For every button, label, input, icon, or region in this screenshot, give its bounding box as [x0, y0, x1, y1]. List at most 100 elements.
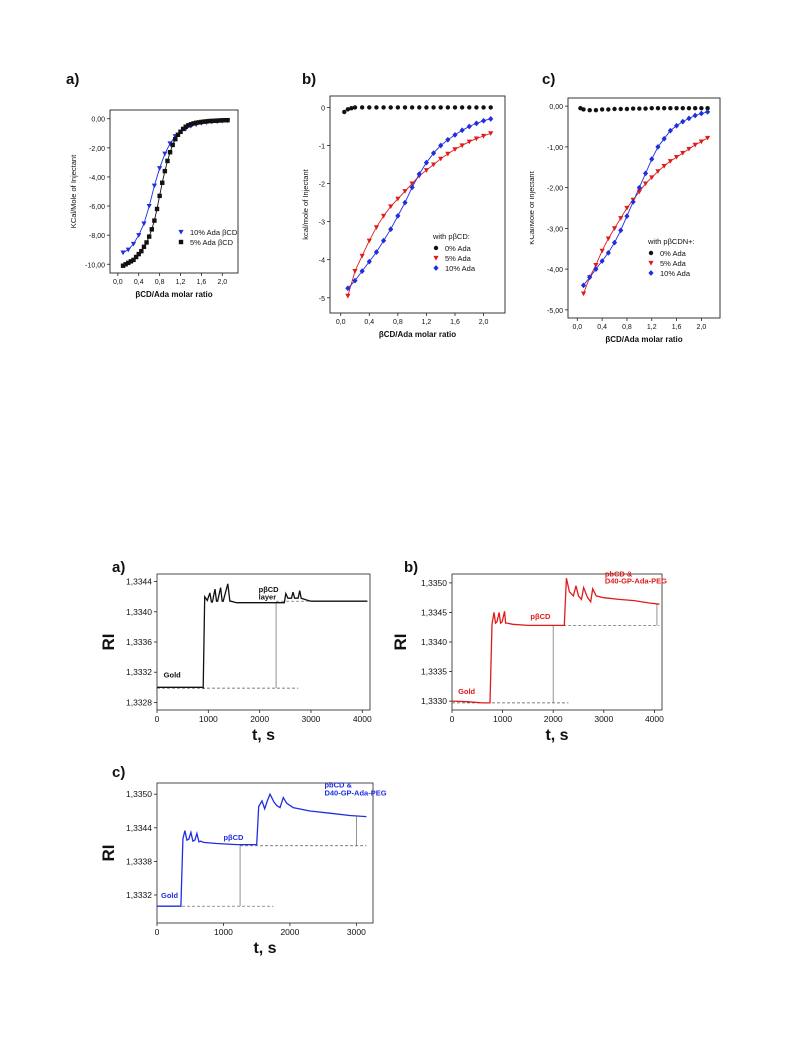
data-point — [459, 127, 465, 134]
x-axis-label: t, s — [253, 940, 276, 957]
y-tick-label: 1,3332 — [126, 667, 152, 677]
plot-frame — [156, 782, 374, 924]
data-point — [692, 105, 698, 111]
y-axis-label: RI — [100, 634, 118, 651]
data-point — [467, 105, 472, 110]
panel-label: b) — [302, 71, 316, 88]
data-point — [225, 117, 230, 123]
y-axis-label: RI — [100, 845, 118, 862]
data-point — [605, 236, 611, 242]
data-point — [593, 108, 599, 113]
x-tick-label: 4000 — [353, 714, 372, 724]
sensorgram-line — [157, 583, 368, 690]
x-tick-label: 0 — [450, 714, 455, 724]
data-point — [173, 136, 178, 142]
data-point — [120, 250, 126, 256]
data-point — [139, 248, 144, 254]
data-point — [624, 205, 630, 211]
data-point — [162, 151, 168, 157]
data-point — [388, 105, 393, 110]
data-point — [345, 107, 351, 112]
data-point — [618, 216, 624, 221]
y-axis-label: kcal/mole of Injectant — [301, 168, 310, 239]
data-point — [380, 213, 387, 219]
data-point — [431, 105, 436, 110]
data-point — [430, 162, 437, 168]
y-tick-label: -2 — [319, 182, 325, 189]
x-tick-label: 1,2 — [176, 279, 186, 286]
chart-spr-b: b) 0 1000 2000 3000 4000 1,3330 1,3335 1,3340 1,3… — [392, 560, 667, 744]
data-point — [474, 105, 479, 110]
panel-label: c) — [542, 71, 555, 88]
annotation: pbCD & — [605, 569, 633, 578]
x-tick-label: 2000 — [250, 714, 269, 724]
x-tick-label: 0,8 — [155, 279, 165, 286]
legend-marker — [433, 245, 439, 251]
data-point — [359, 253, 365, 259]
data-point — [141, 244, 147, 250]
data-point — [380, 237, 387, 244]
data-point — [466, 123, 472, 130]
data-point — [611, 239, 618, 246]
data-point — [649, 105, 654, 111]
x-tick-label: 2,0 — [697, 324, 707, 331]
data-point — [167, 149, 173, 155]
y-tick-label: -2,00 — [89, 146, 105, 153]
data-point — [643, 106, 648, 111]
data-point — [345, 293, 351, 299]
data-point — [416, 171, 422, 177]
legend-label: 5% Ada — [445, 254, 472, 263]
legend-label: 10% Ada — [445, 264, 476, 273]
data-point — [481, 105, 486, 110]
x-axis-label: βCD/Ada molar ratio — [135, 290, 212, 299]
data-point — [680, 150, 686, 156]
y-tick-label: -4,00 — [89, 175, 105, 182]
x-axis-label: βCD/Ada molar ratio — [605, 335, 682, 344]
data-point — [642, 181, 649, 187]
y-tick-label: 0,00 — [91, 117, 105, 124]
x-tick-label: 3000 — [594, 714, 613, 724]
data-point — [612, 106, 617, 112]
data-point — [157, 193, 162, 199]
y-tick-label: -5,00 — [547, 308, 563, 315]
annotation: Gold — [458, 687, 475, 696]
data-point — [593, 262, 599, 268]
y-axis-label: RI — [392, 634, 410, 651]
chart-itc-a: a) 0,0 0,4 0,8 1,2 1,6 2,0 0,00 -2,00 -4,00 -6,00 -… — [66, 71, 239, 299]
data-point — [611, 226, 618, 231]
legend-marker — [648, 270, 654, 276]
data-point — [409, 105, 415, 110]
y-tick-label: -3 — [319, 220, 325, 227]
x-tick-label: 0,4 — [134, 279, 144, 286]
x-tick-label: 2000 — [280, 927, 299, 937]
data-point — [668, 105, 673, 111]
data-point — [165, 158, 170, 164]
data-point — [395, 213, 401, 219]
annotation: pβCD — [259, 585, 280, 594]
data-point — [680, 105, 685, 111]
data-point — [141, 221, 147, 227]
data-point — [395, 105, 401, 110]
data-point — [352, 277, 358, 284]
legend-marker — [433, 255, 439, 261]
data-point — [686, 105, 692, 111]
data-point — [624, 213, 630, 220]
plot-frame — [329, 95, 506, 314]
legend-label: 10% Ada βCD — [190, 228, 238, 237]
x-tick-label: 1,6 — [672, 324, 682, 331]
y-tick-label: 1,3350 — [421, 578, 447, 588]
y-tick-label: 1,3345 — [421, 607, 447, 617]
annotation: Gold — [161, 891, 178, 900]
x-tick-label: 1,2 — [647, 324, 657, 331]
data-point — [452, 131, 458, 138]
data-point — [395, 196, 401, 202]
data-point — [692, 112, 698, 119]
legend-label: 0% Ada — [445, 244, 472, 253]
data-point — [488, 105, 493, 110]
data-point — [661, 105, 667, 111]
data-point — [170, 142, 175, 148]
x-tick-label: 1,6 — [450, 319, 460, 326]
legend-label: 5% Ada βCD — [190, 238, 234, 247]
y-tick-label: -4,00 — [547, 267, 563, 274]
data-point — [637, 106, 642, 111]
